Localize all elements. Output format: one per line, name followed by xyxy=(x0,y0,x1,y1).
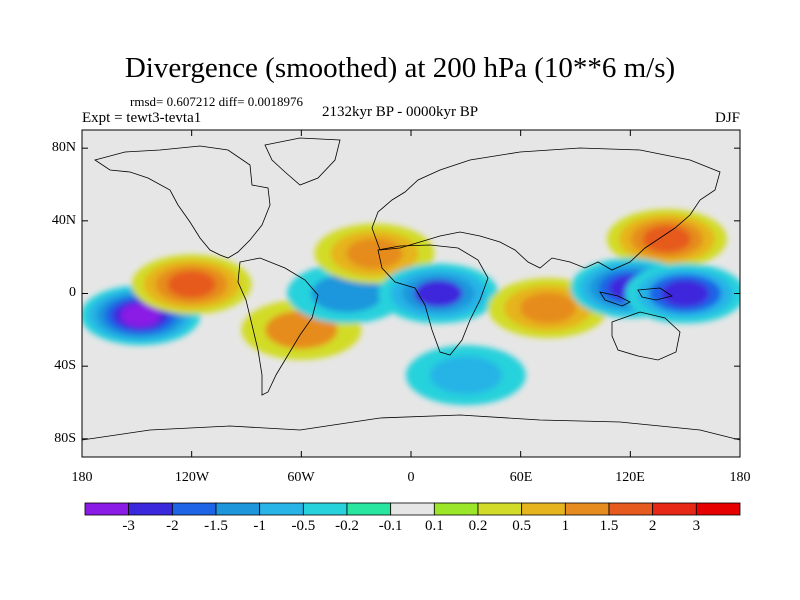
colorbar-label: 1 xyxy=(561,518,570,534)
colorbar-label: -0.2 xyxy=(335,518,359,534)
coast-maritime xyxy=(599,287,673,307)
experiment-label: Expt = tewt3-tevta1 xyxy=(82,110,202,126)
coast-north-america xyxy=(94,145,271,259)
lon-tick-label: 60E xyxy=(509,470,533,485)
colorbar-label: -0.5 xyxy=(291,518,316,534)
field-contour xyxy=(414,280,463,307)
colorbar-box xyxy=(564,502,610,516)
colorbar-box xyxy=(477,502,523,516)
coastlines xyxy=(82,137,740,441)
field-contour xyxy=(311,274,384,313)
lon-tick-label: 120E xyxy=(615,470,645,485)
field-contour xyxy=(346,238,403,269)
colorbar-box xyxy=(259,502,304,516)
period-label: 2132kyr BP - 0000kyr BP xyxy=(322,104,479,120)
colorbar-box xyxy=(215,502,261,516)
colorbar-label: -3 xyxy=(122,518,135,534)
colorbar-label: -0.1 xyxy=(378,518,403,534)
colorbar-label: 0.5 xyxy=(512,518,532,534)
lat-tick-label: 40S xyxy=(54,358,76,373)
colorbar-label: 0.2 xyxy=(468,518,488,534)
colorbar-label: 2 xyxy=(648,518,657,534)
season-label: DJF xyxy=(714,110,740,126)
lon-tick-label: 180 xyxy=(729,470,751,485)
lat-tick-label: 40N xyxy=(51,213,76,228)
lon-tick-label: 180 xyxy=(71,470,93,485)
lat-tick-label: 80N xyxy=(51,140,76,155)
field-contour xyxy=(642,225,691,253)
colorbar-box xyxy=(346,502,392,516)
lon-tick-label: 0 xyxy=(407,470,415,485)
coast-greenland xyxy=(264,137,341,186)
lon-tick-label: 60W xyxy=(287,470,315,485)
rmsd-diff-stats: rmsd= 0.607212 diff= 0.0018976 xyxy=(130,94,303,109)
field-contour xyxy=(520,292,577,324)
colorbar-box xyxy=(128,502,173,516)
lat-tick-label: 0 xyxy=(69,285,76,300)
field-contour xyxy=(265,310,338,349)
axis-ticks xyxy=(81,130,741,457)
map-title: Divergence (smoothed) at 200 hPa (10**6 … xyxy=(124,52,676,84)
colorbar-box xyxy=(171,502,217,516)
colorbar-box xyxy=(302,502,348,516)
colorbar-box xyxy=(390,502,435,516)
divergence-field xyxy=(82,209,740,406)
colorbar-box xyxy=(608,502,654,516)
colorbar-label: -1 xyxy=(253,518,266,534)
field-contour xyxy=(120,303,161,327)
field-contour xyxy=(167,270,216,298)
colorbar-label: 1.5 xyxy=(599,518,619,534)
colorbar-boxes xyxy=(84,502,741,516)
coast-australia xyxy=(611,311,681,361)
coast-africa xyxy=(377,244,489,356)
colorbar-box xyxy=(521,502,566,516)
field-contour xyxy=(661,280,710,307)
coast-south-america xyxy=(237,257,319,396)
coast-eurasia xyxy=(371,147,721,271)
lon-tick-label: 120W xyxy=(174,470,210,485)
colorbar-box xyxy=(652,502,697,516)
colorbar-box xyxy=(433,502,479,516)
colorbar-box xyxy=(695,502,741,516)
colorbar-label: 0.1 xyxy=(424,518,444,534)
colorbar-box xyxy=(84,502,130,516)
field-contour xyxy=(429,356,502,395)
lat-tick-label: 80S xyxy=(54,431,76,446)
colorbar-label: -1.5 xyxy=(204,518,228,534)
colorbar-label: -2 xyxy=(166,518,179,534)
coast-antarctica xyxy=(82,414,740,441)
colorbar-label: 3 xyxy=(692,518,701,534)
